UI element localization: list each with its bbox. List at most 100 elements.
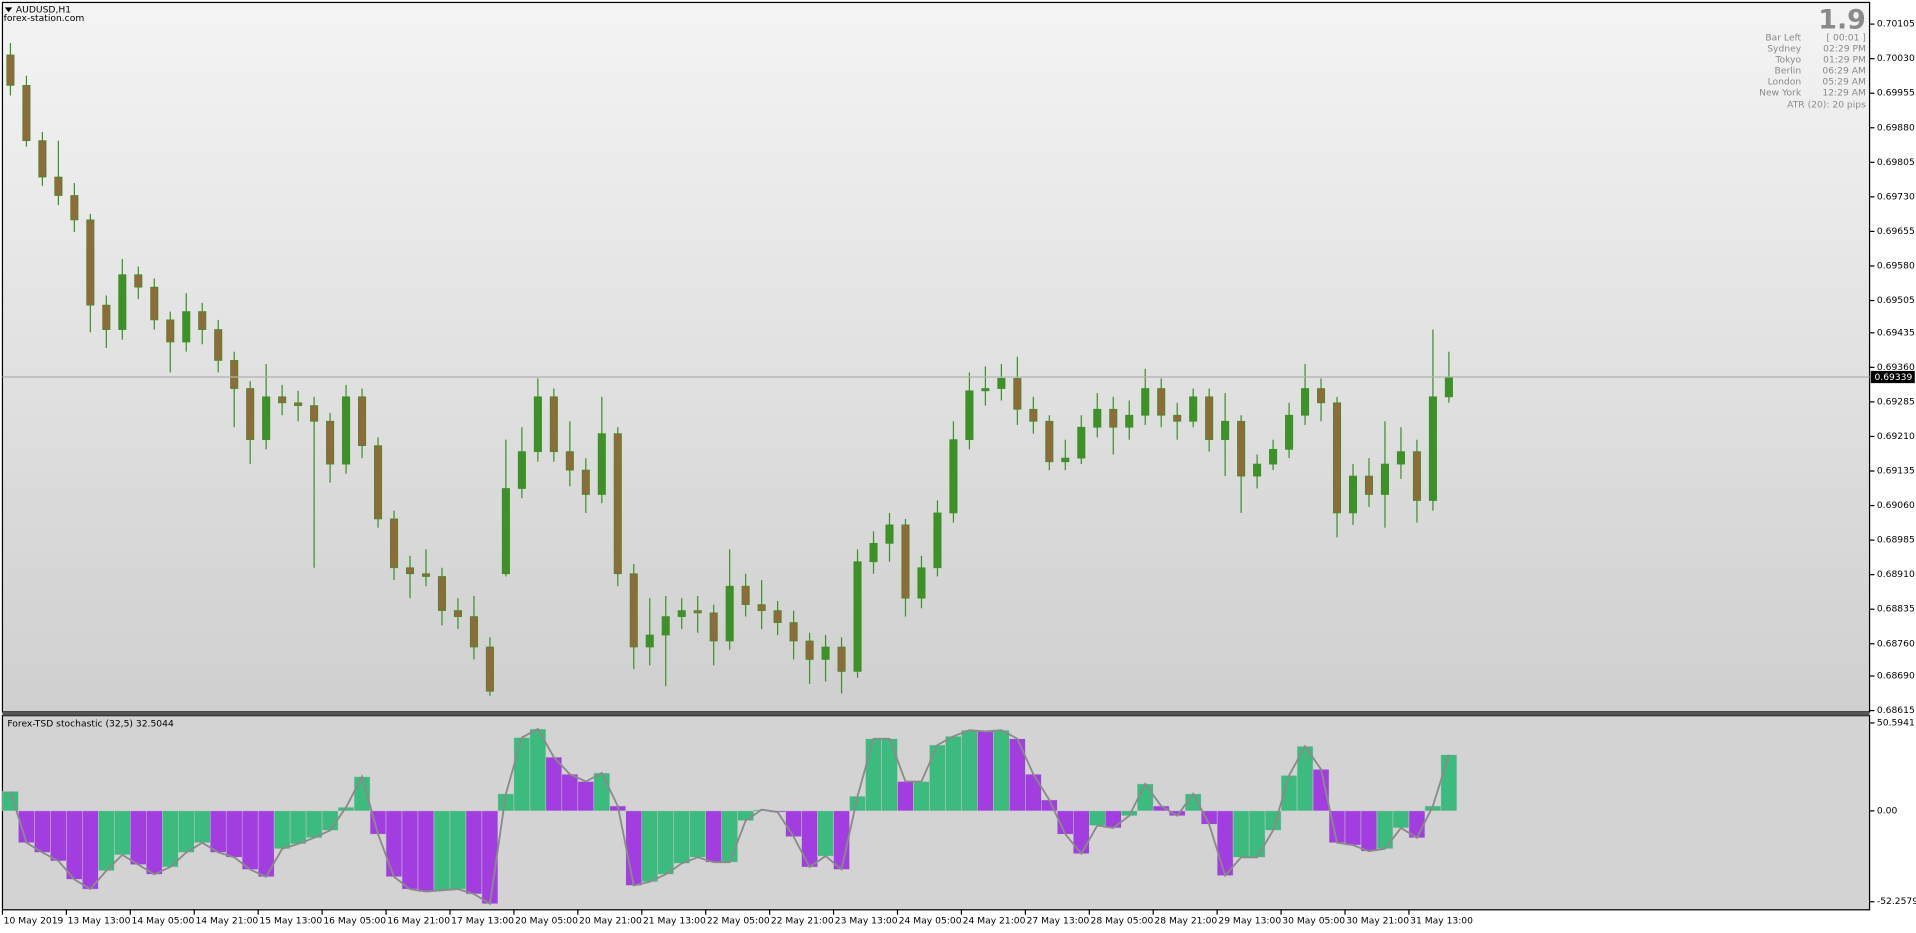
candle-body	[901, 524, 910, 599]
candle-body	[1396, 451, 1405, 465]
histogram-bar	[34, 810, 51, 853]
candle-body	[342, 396, 351, 465]
candle-body	[613, 433, 622, 575]
histogram-bar	[913, 781, 930, 812]
histogram-bar	[146, 810, 163, 875]
histogram-bar	[417, 810, 435, 892]
candle-body	[1013, 378, 1022, 410]
candle-body	[1269, 448, 1278, 465]
histogram-bar	[817, 810, 834, 857]
histogram-bar	[481, 810, 499, 904]
x-tick-label: 28 May 05:00	[1091, 915, 1154, 926]
candle-body	[1348, 475, 1358, 514]
candle-body	[214, 329, 223, 361]
histogram-bar	[1440, 754, 1458, 812]
histogram-bar	[162, 810, 179, 868]
x-tick-label: 27 May 13:00	[1027, 915, 1090, 926]
candle-body	[1253, 463, 1262, 477]
y-tick-label: 0.69805	[1877, 157, 1915, 168]
histogram-bar	[577, 781, 595, 812]
candle-body	[1237, 420, 1246, 477]
x-tick-label: 24 May 05:00	[899, 915, 962, 926]
histogram-bar	[82, 810, 99, 890]
histogram-bar	[1248, 810, 1266, 858]
candle-body	[853, 561, 862, 672]
indicator-title: Forex-TSD stochastic (32,5) 32.5044	[7, 719, 174, 730]
x-tick-label: 14 May 05:00	[132, 915, 195, 926]
info-value: 06:29 AM	[1822, 65, 1865, 76]
x-tick-label: 31 May 13:00	[1410, 915, 1473, 926]
candle-body	[885, 524, 894, 544]
y-tick-label: 0.68690	[1877, 671, 1915, 682]
histogram-bar	[961, 729, 978, 812]
histogram-bar	[305, 810, 323, 839]
histogram-bar	[641, 810, 658, 883]
candle-body	[597, 433, 606, 495]
x-tick-label: 30 May 05:00	[1282, 915, 1345, 926]
candle-body	[246, 388, 255, 441]
info-label: Sydney	[1767, 43, 1801, 54]
candle-body	[533, 396, 542, 453]
y-tick-label: 50.5941	[1877, 717, 1915, 728]
histogram-bar	[529, 728, 547, 812]
symbol-title: AUDUSD,H1	[16, 4, 71, 15]
current-price-label: 0.69339	[1874, 372, 1912, 383]
price-pane	[1, 1, 1871, 713]
histogram-bar	[865, 738, 882, 812]
histogram-bar	[897, 781, 914, 812]
x-tick-label: 16 May 21:00	[387, 915, 450, 926]
x-tick-label: 20 May 21:00	[579, 915, 642, 926]
candle-body	[821, 646, 830, 660]
candle-body	[725, 585, 734, 642]
histogram-bar	[513, 737, 531, 812]
candle-body	[1285, 414, 1294, 450]
y-tick-label: 0.68615	[1877, 705, 1915, 716]
candle-body	[262, 396, 271, 441]
candle-body	[1221, 420, 1230, 441]
y-tick-label: 0.69060	[1877, 500, 1915, 511]
info-value: [ 00:01 ]	[1827, 32, 1866, 43]
candle-body	[230, 360, 239, 389]
y-tick-label: -52.2579	[1877, 896, 1916, 907]
candle-body	[837, 646, 846, 672]
histogram-bar	[66, 810, 83, 880]
candle-body	[997, 378, 1006, 389]
candle-body	[581, 469, 590, 495]
candle-body	[1125, 414, 1134, 428]
candle-body	[421, 573, 431, 577]
info-value: 02:29 PM	[1823, 43, 1866, 54]
candle-body	[278, 396, 287, 404]
y-tick-label: 0.68910	[1877, 569, 1915, 580]
info-value: 12:29 AM	[1822, 87, 1865, 98]
watermark: forex-station.com	[4, 13, 85, 24]
candle-body	[629, 573, 638, 648]
candle-body	[358, 396, 367, 447]
current-price-box	[1870, 370, 1915, 384]
histogram-bar	[945, 736, 962, 812]
candle-body	[773, 610, 782, 623]
histogram-bar	[1376, 810, 1394, 850]
info-value: 01:29 PM	[1823, 54, 1866, 65]
histogram-bar	[225, 810, 243, 858]
histogram-bar	[433, 810, 451, 891]
y-tick-label: 0.69955	[1877, 88, 1915, 99]
candle-body	[374, 445, 383, 520]
candle-body	[917, 567, 926, 599]
candle-body	[709, 612, 718, 642]
x-tick-label: 22 May 21:00	[771, 915, 834, 926]
candle-body	[118, 274, 127, 330]
histogram-bar	[1105, 810, 1122, 829]
histogram-bar	[449, 810, 467, 890]
y-tick-label: 0.68985	[1877, 535, 1915, 546]
symbol-menu-icon[interactable]	[4, 7, 13, 13]
candle-body	[469, 616, 478, 648]
candle-body	[182, 311, 191, 343]
candle-body	[1428, 396, 1437, 501]
candle-body	[677, 610, 686, 617]
info-label: London	[1768, 76, 1802, 87]
histogram-bar	[1232, 810, 1250, 858]
candle-body	[326, 420, 335, 465]
histogram-bar	[1312, 769, 1330, 812]
candle-body	[70, 195, 79, 221]
candle-body	[1444, 376, 1453, 398]
